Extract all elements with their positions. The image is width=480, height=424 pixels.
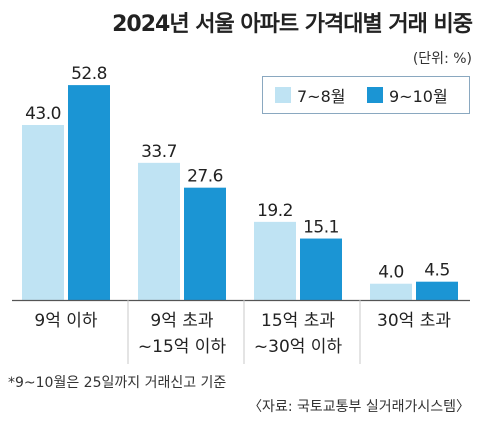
bar-s1-c1 [22, 124, 64, 301]
data-label-s1-c3: 19.2 [257, 201, 293, 221]
bar-s2-c1 [68, 85, 110, 300]
legend-swatch-series1 [275, 87, 291, 103]
category-label-c2-line1: 9억 초과 [150, 311, 213, 331]
bar-s1-c4 [370, 283, 412, 300]
category-label-c4-line1: 30억 초과 [377, 311, 451, 331]
legend-swatch-series2 [367, 87, 383, 103]
data-label-s2-c4: 4.5 [424, 261, 450, 281]
bar-s1-c3 [254, 221, 296, 300]
data-label-s1-c2: 33.7 [141, 142, 177, 162]
bar-s2-c3 [300, 238, 342, 300]
data-label-s1-c4: 4.0 [378, 263, 404, 283]
category-label-c1-line1: 9억 이하 [34, 311, 97, 331]
chart-title: 2024년 서울 아파트 가격대별 거래 비중 [112, 12, 473, 37]
bar-s2-c2 [184, 187, 226, 300]
bar-s2-c4 [416, 281, 458, 300]
data-label-s1-c1: 43.0 [25, 104, 61, 124]
bar-s1-c2 [138, 162, 180, 300]
source-note: 〈자료: 국토교통부 실거래가시스템〉 [248, 399, 470, 415]
legend-label-series1: 7~8월 [297, 87, 346, 106]
legend-item-series1: 7~8월 [275, 85, 346, 106]
legend: 7~8월 9~10월 [262, 76, 470, 114]
category-label-c3-line2: ~30억 이하 [254, 337, 343, 357]
category-label-c2-line2: ~15억 이하 [138, 337, 227, 357]
footnote: *9~10월은 25일까지 거래신고 기준 [8, 375, 227, 391]
data-label-s2-c1: 52.8 [71, 64, 107, 84]
category-label-c3-line1: 15억 초과 [261, 311, 335, 331]
data-label-s2-c2: 27.6 [187, 167, 223, 187]
legend-item-series2: 9~10월 [367, 85, 448, 106]
legend-label-series2: 9~10월 [389, 87, 448, 106]
data-label-s2-c3: 15.1 [303, 218, 339, 238]
unit-label: (단위: %) [412, 51, 472, 67]
